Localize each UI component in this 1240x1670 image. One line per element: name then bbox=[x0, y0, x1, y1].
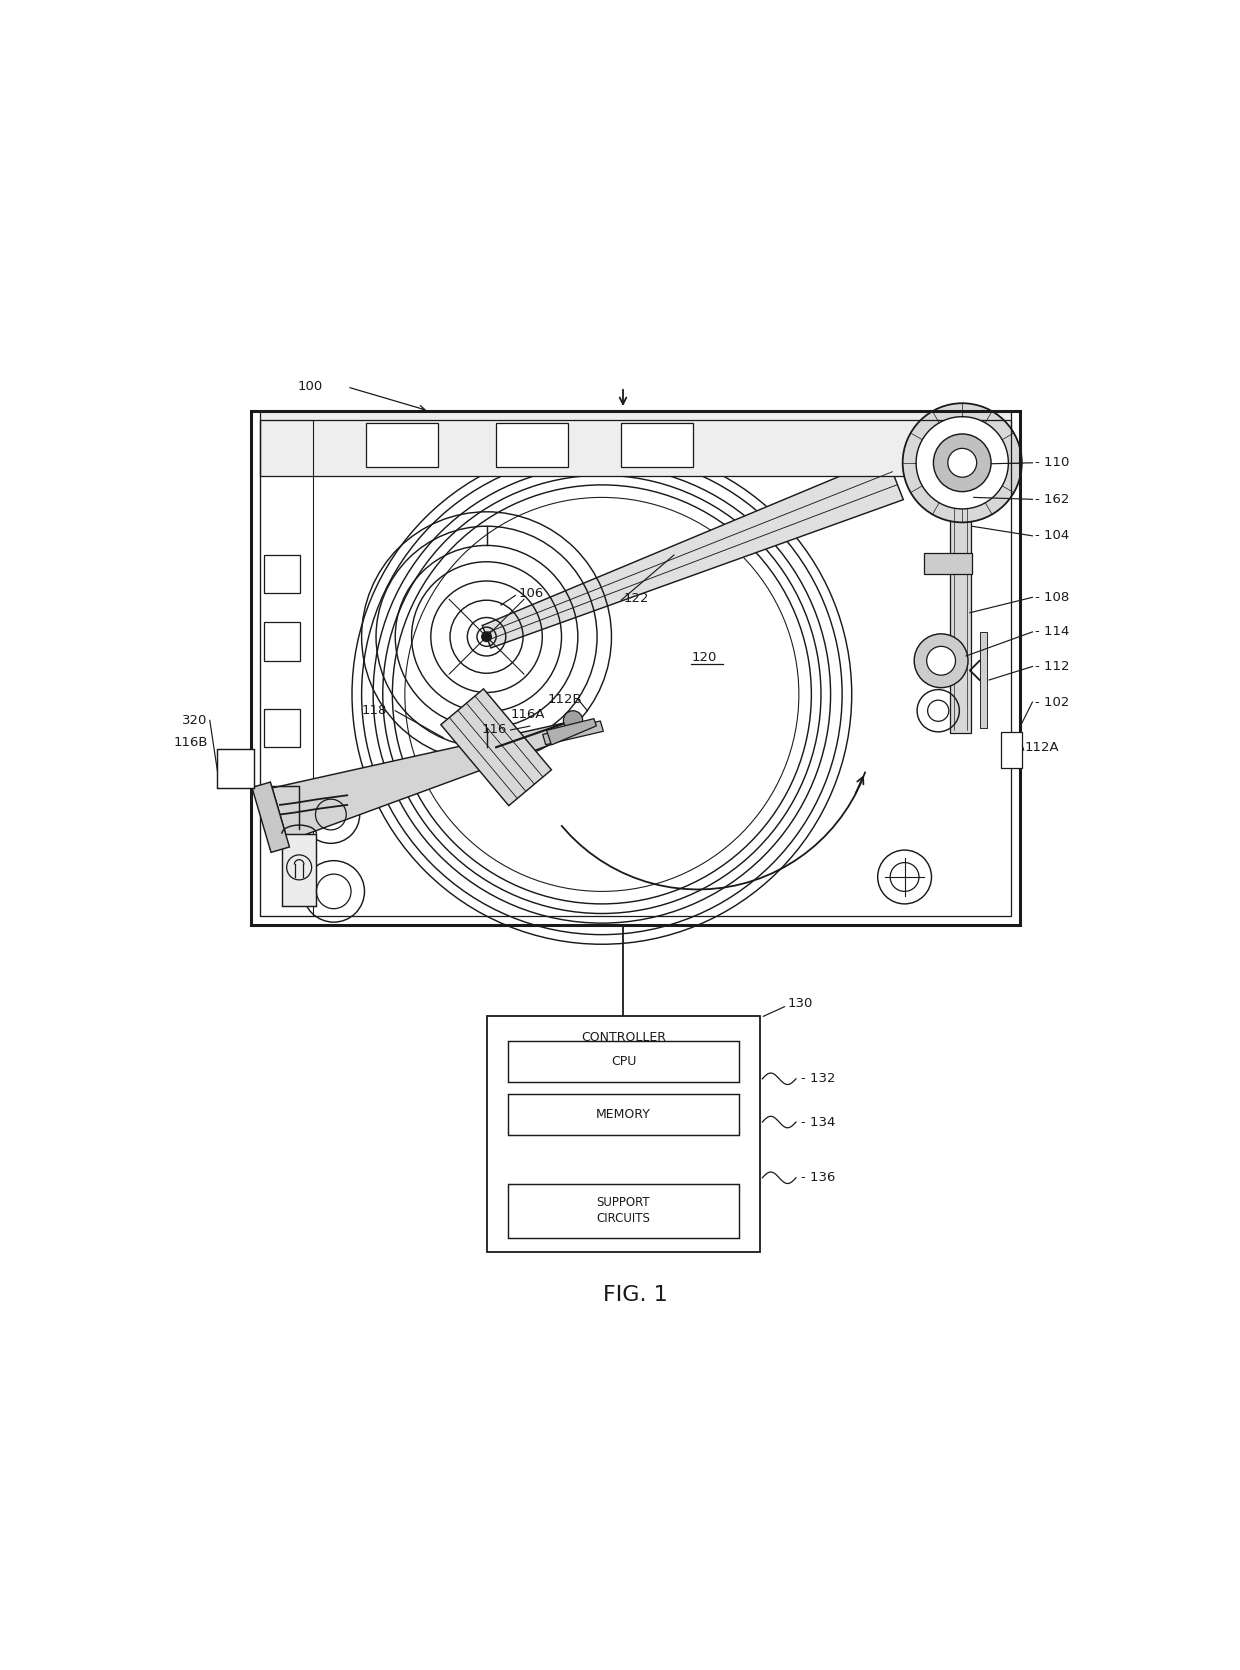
Bar bbox=[281, 833, 316, 905]
Text: - 102: - 102 bbox=[1035, 696, 1070, 708]
Bar bbox=[496, 424, 568, 466]
Text: 116B: 116B bbox=[174, 736, 208, 748]
Text: 130: 130 bbox=[787, 997, 812, 1010]
Bar bbox=[217, 750, 254, 788]
Polygon shape bbox=[547, 718, 596, 745]
Bar bbox=[250, 411, 1021, 925]
Bar bbox=[259, 411, 1012, 476]
Bar bbox=[980, 631, 987, 728]
Circle shape bbox=[481, 631, 491, 641]
Bar bbox=[507, 1094, 739, 1134]
Text: FIG. 1: FIG. 1 bbox=[603, 1284, 668, 1304]
Polygon shape bbox=[252, 782, 289, 852]
Bar bbox=[486, 1017, 760, 1252]
Bar bbox=[507, 1042, 739, 1082]
Bar bbox=[1001, 731, 1022, 768]
Bar bbox=[507, 1184, 739, 1239]
Text: - 112: - 112 bbox=[1035, 660, 1070, 673]
Bar bbox=[264, 623, 300, 661]
Text: 120: 120 bbox=[691, 651, 717, 665]
Text: - 108: - 108 bbox=[1035, 591, 1070, 605]
Polygon shape bbox=[543, 721, 604, 745]
Text: - 110: - 110 bbox=[1035, 456, 1070, 469]
Text: - 162: - 162 bbox=[1035, 493, 1070, 506]
Polygon shape bbox=[482, 456, 903, 648]
Text: 116: 116 bbox=[481, 723, 507, 736]
Bar bbox=[259, 419, 312, 917]
Text: 122: 122 bbox=[624, 591, 650, 605]
Bar bbox=[259, 419, 1012, 917]
Text: MEMORY: MEMORY bbox=[596, 1107, 651, 1121]
Polygon shape bbox=[272, 723, 570, 842]
Bar bbox=[264, 708, 300, 746]
Text: - 134: - 134 bbox=[801, 1116, 836, 1129]
Circle shape bbox=[916, 418, 1008, 509]
Text: - 136: - 136 bbox=[801, 1171, 836, 1184]
Text: - 132: - 132 bbox=[801, 1072, 836, 1086]
Text: CPU: CPU bbox=[611, 1055, 636, 1069]
Text: 100: 100 bbox=[298, 381, 322, 394]
Bar bbox=[264, 554, 300, 593]
Text: 118: 118 bbox=[362, 705, 387, 716]
Text: - 104: - 104 bbox=[1035, 529, 1070, 543]
Text: 112A: 112A bbox=[1024, 741, 1059, 753]
Bar bbox=[621, 424, 693, 466]
Text: - 114: - 114 bbox=[1035, 626, 1070, 638]
Circle shape bbox=[934, 434, 991, 491]
Bar bbox=[950, 464, 971, 733]
Bar bbox=[924, 553, 972, 574]
Circle shape bbox=[947, 448, 977, 478]
Circle shape bbox=[903, 402, 1022, 523]
Text: 106: 106 bbox=[518, 586, 543, 600]
Bar bbox=[367, 424, 439, 466]
Text: 320: 320 bbox=[182, 713, 208, 726]
Text: CONTROLLER: CONTROLLER bbox=[582, 1030, 666, 1044]
Circle shape bbox=[914, 635, 968, 688]
Polygon shape bbox=[441, 688, 552, 805]
Text: 116A: 116A bbox=[511, 708, 546, 721]
Text: 112B: 112B bbox=[547, 693, 582, 706]
Text: SUPPORT
CIRCUITS: SUPPORT CIRCUITS bbox=[596, 1196, 651, 1226]
Circle shape bbox=[926, 646, 956, 675]
Circle shape bbox=[563, 711, 583, 730]
